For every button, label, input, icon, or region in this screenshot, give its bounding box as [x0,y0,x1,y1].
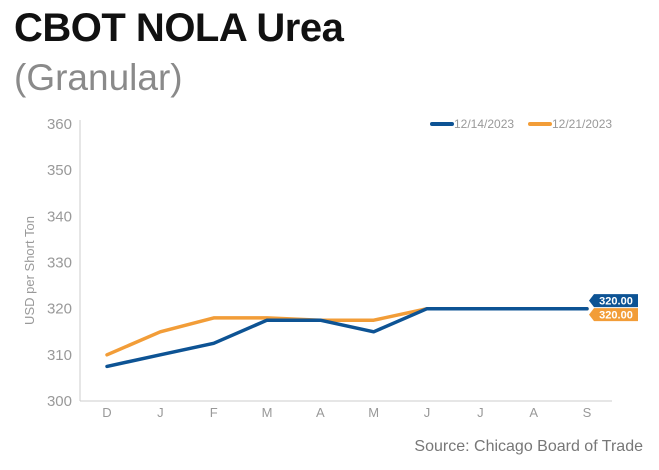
x-tick-label: F [210,405,218,420]
y-tick-label: 300 [47,393,72,410]
x-tick-label: A [316,405,325,420]
legend-label-2: 12/21/2023 [552,117,612,131]
x-tick-label: S [583,405,592,420]
y-tick-label: 350 [47,162,72,179]
chart-title: CBOT NOLA Urea [14,6,344,50]
source-note: Source: Chicago Board of Trade [414,438,643,455]
legend-label-1: 12/14/2023 [454,117,514,131]
x-tick-label: D [102,405,111,420]
end-value-badge-1 [589,294,638,308]
x-tick-label: M [368,405,379,420]
y-tick-label: 330 [47,255,72,272]
end-value-label-2: 320.00 [599,310,633,322]
x-tick-label: M [262,405,273,420]
chart-subtitle: (Granular) [14,57,183,98]
series-line-1 [105,306,589,369]
x-tick-label: J [477,405,484,420]
end-value-label-1: 320.00 [599,296,633,308]
y-tick-label: 360 [47,116,72,133]
end-value-badge-2 [589,308,638,322]
x-tick-label: J [157,405,164,420]
x-tick-label: J [424,405,431,420]
y-tick-label: 310 [47,347,72,364]
x-tick-label: A [529,405,538,420]
y-tick-label: 340 [47,208,72,225]
y-tick-label: 320 [47,301,72,318]
series-line-2 [105,306,589,357]
y-axis-label: USD per Short Ton [22,216,37,325]
